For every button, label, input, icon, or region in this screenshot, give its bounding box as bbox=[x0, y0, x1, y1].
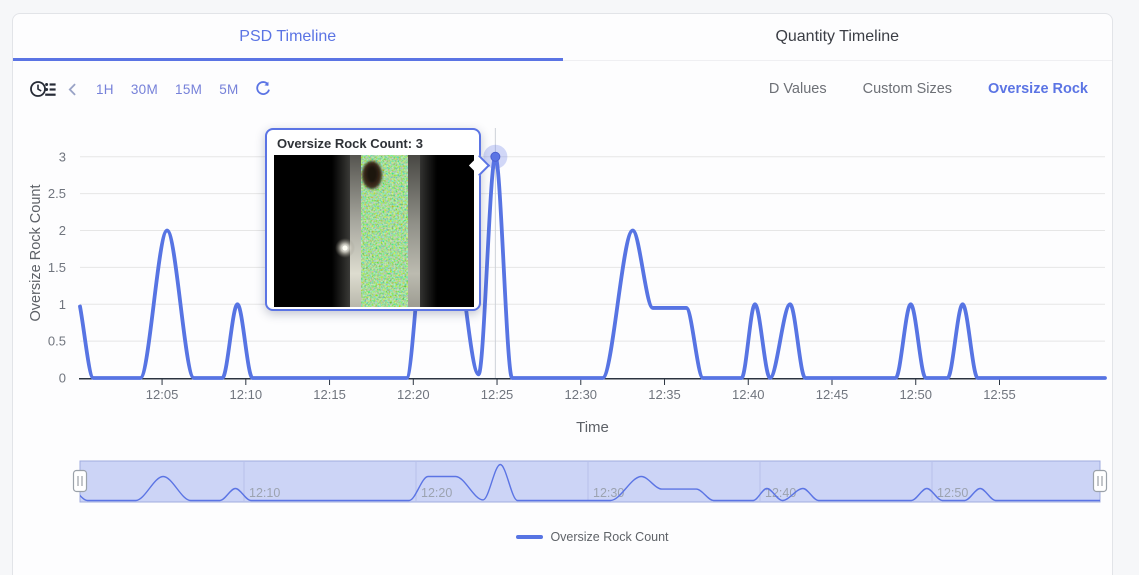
clock-list-icon bbox=[30, 81, 56, 97]
x-axis-title: Time bbox=[576, 419, 609, 436]
y-tick-label: 1 bbox=[59, 297, 66, 312]
navigator-tick-label: 12:40 bbox=[765, 486, 796, 500]
x-tick-label: 12:45 bbox=[816, 387, 849, 402]
active-tab-indicator bbox=[13, 58, 563, 61]
series-line-oversize-rock-count[interactable] bbox=[78, 154, 1107, 380]
chart-toolbar: 1H 30M 15M 5M D Values Custom Sizes Over… bbox=[13, 74, 1112, 104]
y-tick-label: 3 bbox=[59, 149, 66, 164]
tooltip-label: Oversize Rock Count: bbox=[277, 136, 413, 151]
x-tick-label: 12:55 bbox=[983, 387, 1016, 402]
y-tick-label: 0.5 bbox=[48, 334, 66, 349]
tooltip-value: 3 bbox=[415, 136, 423, 151]
y-tick-label: 2.5 bbox=[48, 186, 66, 201]
range-button-30m[interactable]: 30M bbox=[130, 81, 159, 97]
view-button-custom-sizes[interactable]: Custom Sizes bbox=[862, 81, 953, 97]
legend-item-oversize-rock-count[interactable]: Oversize Rock Count bbox=[516, 530, 669, 544]
tab-psd-timeline-label: PSD Timeline bbox=[239, 28, 337, 45]
x-tick-label: 12:30 bbox=[565, 387, 598, 402]
schedule-list-button[interactable] bbox=[27, 77, 58, 101]
tooltip-belt-image bbox=[274, 155, 474, 307]
navigator-tick-label: 12:10 bbox=[249, 486, 280, 500]
navigator-track[interactable] bbox=[79, 460, 1101, 503]
x-tick-label: 12:05 bbox=[146, 387, 179, 402]
navigator-series-line bbox=[80, 463, 1100, 502]
navigator-tick-label: 12:20 bbox=[421, 486, 452, 500]
legend-line-swatch bbox=[516, 535, 544, 539]
refresh-icon bbox=[255, 81, 270, 95]
x-tick-label: 12:10 bbox=[230, 387, 263, 402]
view-button-d-values[interactable]: D Values bbox=[768, 81, 827, 97]
legend-label: Oversize Rock Count bbox=[550, 530, 669, 544]
navigator-tick-label: 12:50 bbox=[937, 486, 968, 500]
x-tick-label: 12:25 bbox=[481, 387, 514, 402]
tab-quantity-timeline[interactable]: Quantity Timeline bbox=[563, 14, 1113, 60]
toolbar-right-group: D Values Custom Sizes Oversize Rock bbox=[733, 81, 1088, 97]
tab-psd-timeline[interactable]: PSD Timeline bbox=[13, 14, 563, 60]
y-tick-label: 2 bbox=[59, 223, 66, 238]
y-tick-label: 0 bbox=[59, 371, 66, 386]
hover-point-marker[interactable] bbox=[490, 151, 501, 162]
chart-legend: Oversize Rock Count bbox=[80, 530, 1105, 544]
tab-bar: PSD Timeline Quantity Timeline bbox=[13, 14, 1112, 61]
x-tick-label: 12:40 bbox=[732, 387, 765, 402]
range-button-5m[interactable]: 5M bbox=[219, 81, 239, 97]
tooltip-title: Oversize Rock Count: 3 bbox=[267, 130, 479, 155]
chevron-left-icon bbox=[68, 83, 76, 95]
scroll-back-button[interactable] bbox=[66, 81, 79, 98]
navigator: 12:10 12:20 12:30 12:40 12:50 bbox=[80, 462, 1100, 502]
x-tick-label: 12:35 bbox=[648, 387, 681, 402]
range-button-15m[interactable]: 15M bbox=[175, 81, 203, 97]
hover-tooltip: Oversize Rock Count: 3 bbox=[265, 128, 491, 311]
navigator-handle-left[interactable] bbox=[72, 469, 88, 493]
tab-quantity-timeline-label: Quantity Timeline bbox=[775, 28, 900, 45]
range-button-1h[interactable]: 1H bbox=[96, 81, 114, 97]
navigator-tick-label: 12:30 bbox=[593, 486, 624, 500]
x-tick-label: 12:50 bbox=[899, 387, 932, 402]
x-tick-label: 12:20 bbox=[397, 387, 430, 402]
refresh-button[interactable] bbox=[253, 79, 273, 99]
x-tick-label: 12:15 bbox=[313, 387, 346, 402]
navigator-handle-right[interactable] bbox=[1092, 469, 1108, 493]
view-button-oversize-rock[interactable]: Oversize Rock bbox=[988, 81, 1088, 97]
toolbar-left-group: 1H 30M 15M 5M bbox=[27, 77, 273, 101]
y-tick-label: 1.5 bbox=[48, 260, 66, 275]
